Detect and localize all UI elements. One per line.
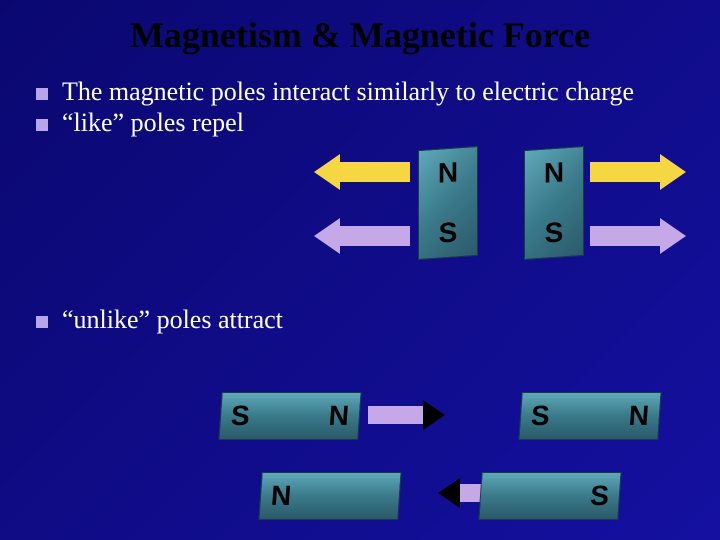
attract-left-magnet-2: N [258, 472, 401, 520]
repel-arrow-right2-icon [590, 218, 686, 254]
pole-label: N [270, 480, 292, 512]
pole-label: S [589, 480, 610, 512]
pole-label: N [328, 400, 350, 432]
bullet-square-icon [36, 316, 48, 328]
pole-label: S [419, 215, 477, 251]
bullet-square-icon [36, 88, 48, 100]
pole-label: N [419, 155, 477, 191]
bullet-2: “like” poles repel [36, 107, 700, 138]
bullet-2-text: “like” poles repel [62, 107, 244, 138]
bullet-1: The magnetic poles interact similarly to… [36, 76, 700, 107]
pole-label: N [628, 400, 650, 432]
pole-label: S [525, 215, 583, 251]
repel-right-magnet: N S [524, 146, 584, 260]
pole-label: S [230, 400, 251, 432]
repel-left-magnet: N S [418, 146, 478, 260]
bullet-1-text: The magnetic poles interact similarly to… [62, 76, 634, 107]
attract-left-magnet: S N [218, 392, 361, 440]
bullet-3: “unlike” poles attract [36, 304, 283, 335]
slide-title: Magnetism & Magnetic Force [0, 0, 720, 56]
bullet-3-text: “unlike” poles attract [62, 304, 283, 335]
bullet-square-icon [36, 119, 48, 131]
repel-arrow-left2-icon [314, 218, 410, 254]
repel-arrow-left-icon [314, 154, 410, 190]
attract-right-magnet-2: S [478, 472, 621, 520]
pole-label: S [530, 400, 551, 432]
repel-arrow-right-icon [590, 154, 686, 190]
pole-label: N [525, 155, 583, 191]
attract-right-magnet: S N [518, 392, 661, 440]
attract-arrow-right-icon [368, 400, 445, 430]
